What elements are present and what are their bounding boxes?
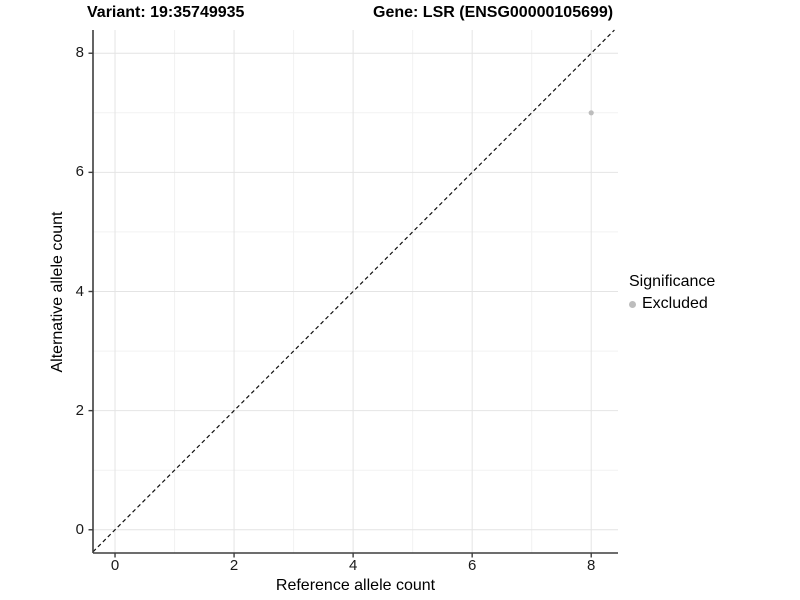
legend: Significance Excluded <box>629 273 715 313</box>
identity-line <box>92 29 615 553</box>
y-tick-label: 2 <box>75 401 84 419</box>
legend-item-excluded: Excluded <box>629 295 715 313</box>
y-tick-label: 0 <box>75 520 84 538</box>
x-tick-label: 4 <box>348 557 358 574</box>
x-tick-label: 6 <box>467 557 477 574</box>
variant-title: Variant: 19:35749935 <box>87 4 245 21</box>
x-tick-label: 0 <box>110 557 120 574</box>
x-axis-title: Reference allele count <box>275 577 436 594</box>
excluded-point-icon <box>629 300 636 308</box>
y-tick-label: 4 <box>75 282 84 300</box>
y-axis-title: Alternative allele count <box>49 211 66 373</box>
y-tick-label: 6 <box>75 163 84 181</box>
legend-item-label: Excluded <box>642 295 708 312</box>
gene-title: Gene: LSR (ENSG00000105699) <box>373 4 614 21</box>
y-tick-label: 8 <box>75 44 84 62</box>
x-tick-label: 8 <box>587 557 596 574</box>
data-point <box>588 110 594 116</box>
legend-title: Significance <box>629 273 716 290</box>
x-tick-label: 2 <box>229 557 239 574</box>
